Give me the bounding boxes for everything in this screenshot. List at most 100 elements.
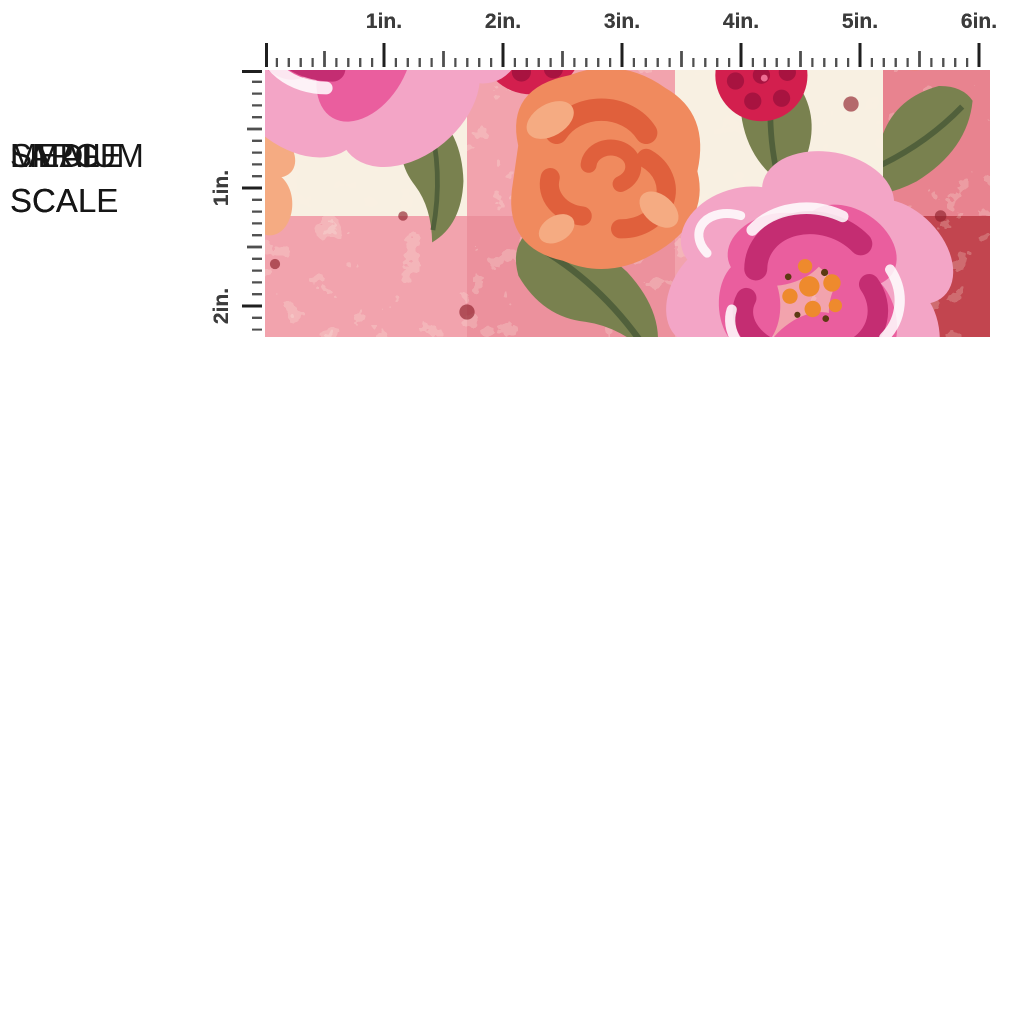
ruler-tick-minor [359,58,362,67]
ruler-tick-minor [728,58,731,67]
ruler-tick-minor [763,58,766,67]
ruler-inch-label: 1in. [365,10,403,33]
fabric-swatch-large [265,70,990,337]
ruler-tick-minor [299,58,302,67]
ruler-tick-minor [311,58,314,67]
ruler-tick-minor [561,51,564,67]
ruler-tick-major [620,43,624,67]
ruler-tick-minor [918,51,921,67]
ruler-tick-minor [656,58,659,67]
ruler-tick-minor [930,58,933,67]
ruler-tick-major [242,186,262,190]
ruler-tick-minor [252,80,262,83]
ruler-tick-minor [247,245,262,249]
ruler-tick-minor [252,151,262,154]
ruler-inch-label: 2in. [484,10,522,33]
ruler-tick-minor [597,58,600,67]
ruler-tick-minor [252,198,262,201]
ruler-inch-label: 6in. [960,10,998,33]
ruler-inch-label: 6in. [960,10,998,33]
ruler-inch-label: 3in. [603,10,641,33]
ruler-tick-minor [799,51,802,67]
ruler-tick-minor [430,58,433,67]
ruler-tick-minor [680,51,683,67]
ruler-inch-label: 2in. [484,10,522,33]
ruler-inch-label: 3in. [603,10,641,33]
ruler-tick-major [858,43,862,67]
ruler-tick-minor [275,58,278,67]
ruler-tick-minor [537,58,540,67]
ruler-tick-major [242,70,262,73]
ruler-tick-minor [478,58,481,67]
ruler-tick-minor [252,175,262,178]
ruler-tick-minor [954,58,957,67]
ruler-tick-minor [454,58,457,67]
scale-label-small: SMALL SCALE [10,137,119,219]
ruler-tick-minor [573,58,576,67]
ruler-tick-minor [811,58,814,67]
ruler-tick-minor [692,58,695,67]
ruler-tick-minor [894,58,897,67]
ruler-tick-minor [787,58,790,67]
ruler-tick-minor [609,58,612,67]
ruler-tick-minor [716,58,719,67]
ruler-tick-minor [823,58,826,67]
ruler-inch-label: 1in. [365,10,403,33]
ruler-tick-minor [442,51,445,67]
ruler-tick-major [265,43,268,67]
ruler-tick-minor [252,257,262,260]
ruler-tick-major [739,43,743,67]
ruler-tick-minor [252,316,262,319]
ruler-tick-minor [252,163,262,166]
ruler-tick-minor [247,127,262,131]
ruler-inch-label-vertical: 1in. [210,169,233,207]
ruler-inch-label: 5in. [841,10,879,33]
ruler-tick-major [242,304,262,308]
ruler-tick-minor [490,58,493,67]
ruler-inch-label: 4in. [722,10,760,33]
ruler-tick-minor [406,58,409,67]
ruler-tick-minor [966,58,969,67]
ruler-tick-minor [549,58,552,67]
ruler-tick-minor [252,104,262,107]
ruler-tick-minor [704,58,707,67]
ruler-inch-label: 4in. [722,10,760,33]
scale-label-large: LARGE SCALE [10,137,122,219]
ruler-tick-minor [751,58,754,67]
ruler-tick-minor [252,269,262,272]
ruler-tick-minor [323,51,326,67]
ruler-inch-label: 1in. [365,10,403,33]
ruler-tick-minor [347,58,350,67]
ruler-tick-minor [418,58,421,67]
horizontal-ruler-labels: 1in. 2in. 3in. 4in. 5in. 6in. [265,10,997,38]
ruler-tick-minor [335,58,338,67]
vertical-ruler [242,70,262,331]
ruler-tick-minor [252,281,262,284]
ruler-tick-major [501,43,505,67]
ruler-tick-minor [394,58,397,67]
ruler-tick-minor [942,58,945,67]
ruler-tick-minor [525,58,528,67]
ruler-tick-minor [252,222,262,225]
ruler-tick-minor [847,58,850,67]
ruler-tick-minor [644,58,647,67]
ruler-inch-label: 5in. [841,10,879,33]
ruler-tick-minor [870,58,873,67]
ruler-inch-label: 5in. [841,10,879,33]
ruler-tick-minor [882,58,885,67]
ruler-tick-minor [775,58,778,67]
ruler-tick-minor [252,92,262,95]
horizontal-ruler-labels: 1in. 2in. 3in. 4in. 5in. 6in. [265,10,997,38]
ruler-tick-minor [632,58,635,67]
ruler-tick-minor [287,58,290,67]
ruler-tick-minor [466,58,469,67]
ruler-tick-minor [252,210,262,213]
ruler-tick-minor [252,116,262,119]
ruler-inch-label: 6in. [960,10,998,33]
horizontal-ruler-labels: 1in. 2in. 3in. 4in. 5in. 6in. [265,10,997,38]
ruler-tick-minor [835,58,838,67]
ruler-inch-label: 2in. [484,10,522,33]
ruler-tick-minor [906,58,909,67]
ruler-inch-label: 4in. [722,10,760,33]
